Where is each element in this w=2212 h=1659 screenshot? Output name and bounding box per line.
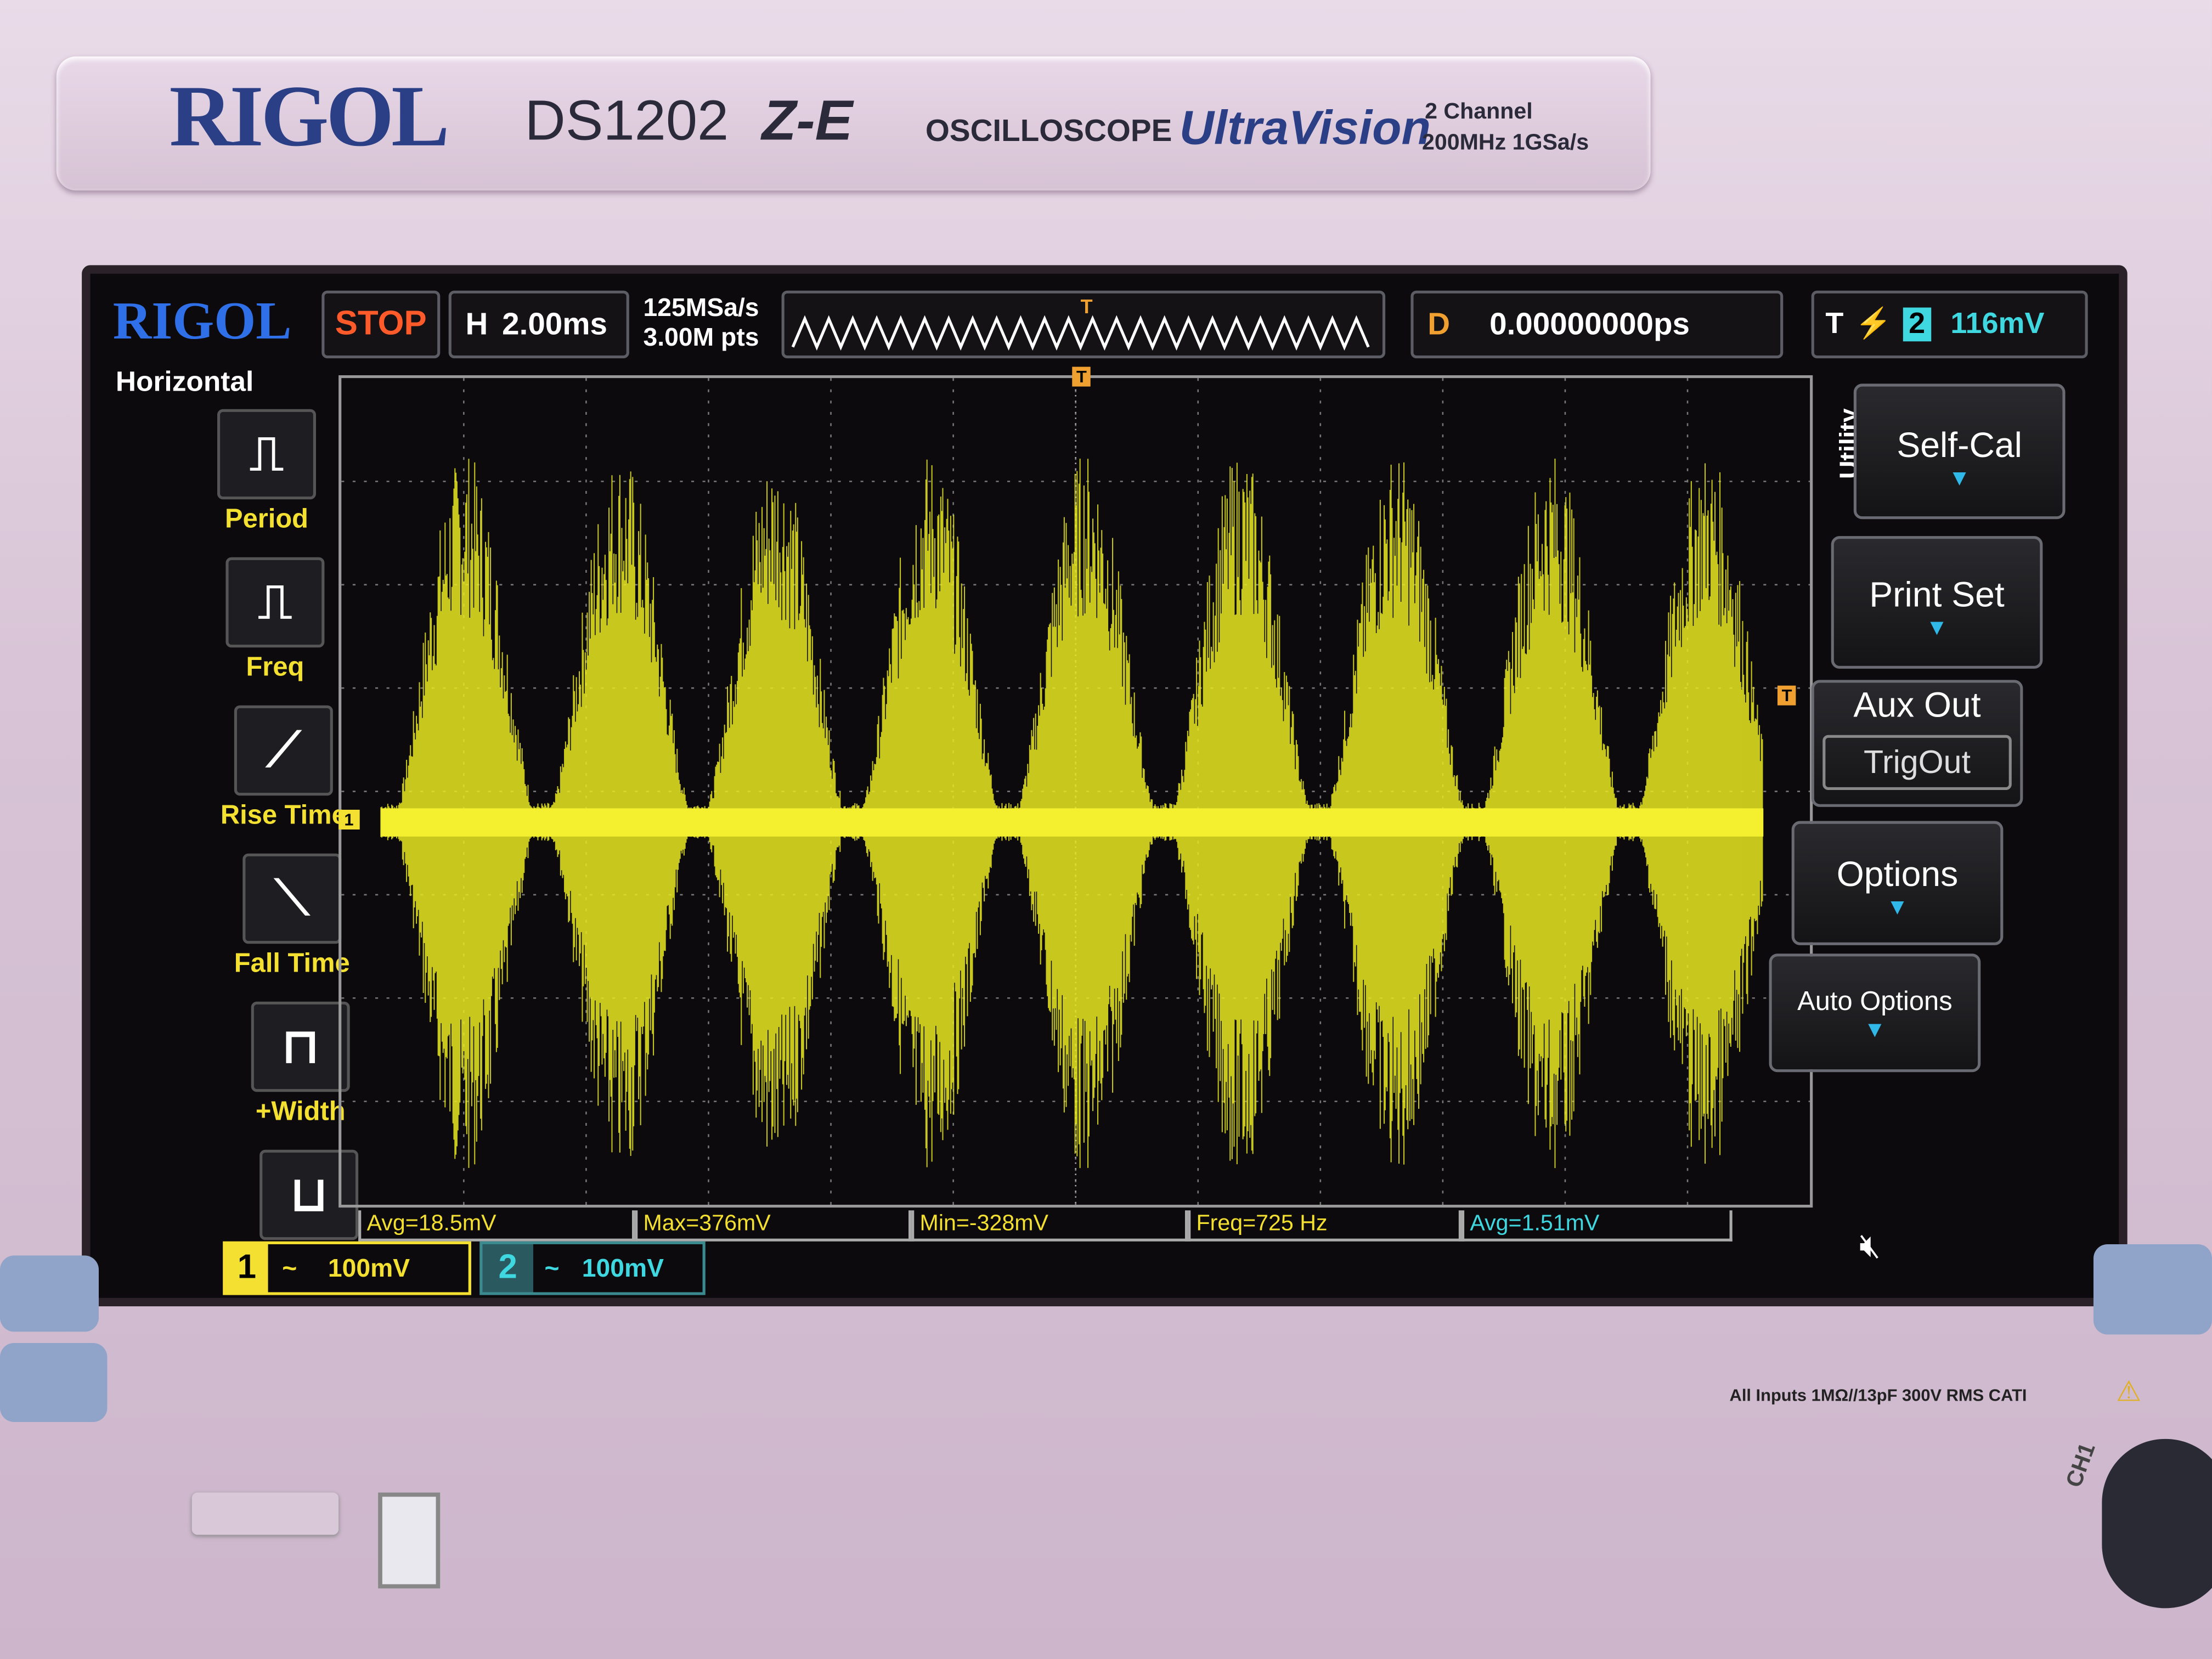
chevron-down-icon: ▼ — [1948, 467, 1971, 491]
specs-label: 200MHz 1GSa/s — [1421, 131, 1589, 155]
channel-2-number: 2 — [498, 1248, 517, 1287]
trigger-level-marker[interactable]: T — [1777, 685, 1797, 706]
aux-out-button[interactable]: Aux Out TrigOut — [1811, 680, 2023, 807]
waveform-grid[interactable] — [338, 375, 1813, 1208]
memory-depth: 3.00M pts — [643, 323, 759, 352]
menu-item-label: Period — [224, 505, 309, 535]
channel-2-coupling-icon: ~ — [544, 1253, 560, 1282]
menu-item-rise-time[interactable]: ⟋ Rise Time — [178, 705, 390, 832]
ch1-offset-marker[interactable]: 1 — [338, 809, 359, 830]
menu-item--width[interactable]: ⊓ +Width — [195, 1001, 407, 1128]
model-name: DS1202 — [524, 90, 729, 153]
menu-item-freq[interactable]: ⎍ Freq — [170, 557, 381, 684]
ch1-waveform-baseline — [381, 808, 1764, 837]
trigger-label: T — [1825, 307, 1844, 340]
right-arrow-button[interactable] — [2093, 1244, 2212, 1335]
menu-item-label: Rise Time — [220, 801, 347, 831]
measurement-ch1-max[interactable]: Max=376mV — [635, 1210, 912, 1242]
brand-logo: RIGOL — [169, 69, 450, 165]
measurement-ch2-avg[interactable]: Avg=1.51mV — [1461, 1210, 1733, 1242]
trigger-edge-icon: ⚡ — [1854, 307, 1892, 340]
measurement-ch1-avg[interactable]: Avg=18.5mV — [358, 1210, 635, 1242]
power-button[interactable] — [191, 1492, 339, 1535]
warning-icon: ⚠ — [2116, 1376, 2142, 1408]
delay-label: D — [1427, 306, 1451, 342]
aux-out-label: Aux Out — [1853, 685, 1981, 725]
menu-item-label: Fall Time — [234, 949, 350, 979]
chevron-down-icon: ▼ — [1864, 1018, 1886, 1043]
print-set-label: Print Set — [1869, 575, 2005, 616]
delay-value: 0.00000000ps — [1489, 306, 1690, 342]
trigger-box[interactable]: T ⚡ 2 116mV — [1811, 290, 2088, 359]
measurement-ch1-min[interactable]: Min=-328mV — [911, 1210, 1188, 1242]
front-panel-bottom: All Inputs 1MΩ//13pF 300V RMS CATI ⚠ CH1 — [0, 1244, 2212, 1659]
product-label: OSCILLOSCOPE — [925, 112, 1172, 148]
channel-1-box[interactable]: 1 ~100mV — [223, 1241, 471, 1295]
options-button[interactable]: Options ▼ — [1791, 821, 2004, 945]
brand-bar: RIGOL DS1202 Z-E OSCILLOSCOPE UltraVisio… — [56, 56, 1651, 191]
print-set-button[interactable]: Print Set ▼ — [1831, 536, 2043, 669]
menu-item-label: +Width — [255, 1097, 346, 1127]
overview-wave: T — [791, 295, 1370, 351]
chevron-down-icon: ▼ — [1886, 895, 1909, 920]
menu-item-fall-time[interactable]: ⟍ Fall Time — [186, 853, 398, 980]
display: RIGOL STOP H 2.00ms 125MSa/s 3.00M pts T D… — [82, 265, 2128, 1307]
channel-1-coupling-icon: ~ — [282, 1253, 297, 1282]
period-icon: ⎍ — [217, 409, 316, 500]
menu-item-label: Freq — [246, 653, 304, 683]
freq-icon: ⎍ — [225, 557, 325, 648]
self-cal-label: Self-Cal — [1897, 426, 2022, 466]
channel-1-scale: 100mV — [328, 1253, 410, 1282]
aux-out-value: TrigOut — [1822, 735, 2012, 790]
sample-rate: 125MSa/s — [643, 293, 759, 322]
timebase-value: 2.00ms — [502, 306, 608, 342]
ch1-input-label: CH1 — [2062, 1440, 2101, 1491]
trigger-position-marker[interactable]: T — [1072, 366, 1091, 387]
ch1-bnc-connector[interactable] — [2102, 1438, 2212, 1609]
waveform-overview[interactable]: T — [781, 290, 1386, 359]
options-label: Options — [1836, 855, 1959, 895]
chevron-down-icon: ▼ — [1926, 616, 1948, 641]
graticule — [341, 378, 1810, 1205]
trigger-level: 116mV — [1950, 307, 2045, 340]
rise-time-icon: ⟋ — [234, 705, 333, 796]
sound-muted-icon[interactable]: 🔇︎ — [1859, 1227, 1881, 1266]
series-logo: UltraVision — [1179, 101, 1431, 155]
neg-width-icon: ⊔ — [259, 1149, 359, 1240]
menu-item-period[interactable]: ⎍ Period — [161, 409, 373, 536]
left-menu-title: Horizontal — [115, 366, 254, 398]
model-suffix: Z-E — [761, 90, 853, 153]
timebase[interactable]: H 2.00ms — [448, 290, 629, 359]
delay-box[interactable]: D 0.00000000ps — [1410, 290, 1784, 359]
pos-width-icon: ⊓ — [251, 1001, 350, 1092]
channel-1-number: 1 — [237, 1248, 257, 1287]
screen-logo: RIGOL — [112, 292, 292, 352]
fall-time-icon: ⟍ — [242, 853, 342, 944]
usb-port[interactable] — [378, 1492, 441, 1589]
overview-trigger-marker: T — [1081, 295, 1093, 318]
timebase-label: H — [465, 306, 488, 342]
input-rating-label: All Inputs 1MΩ//13pF 300V RMS CATI — [1729, 1385, 2027, 1406]
down-arrow-button[interactable] — [0, 1342, 108, 1422]
trigger-source: 2 — [1903, 307, 1931, 342]
auto-options-label: Auto Options — [1797, 987, 1953, 1017]
acquisition-info: 125MSa/s 3.00M pts — [644, 294, 759, 353]
channel-2-scale: 100mV — [582, 1253, 664, 1282]
auto-options-button[interactable]: Auto Options ▼ — [1769, 953, 1981, 1073]
run-stop-status[interactable]: STOP — [321, 290, 441, 359]
measurement-ch1-freq[interactable]: Freq=725 Hz — [1188, 1210, 1462, 1242]
up-arrow-button[interactable] — [0, 1255, 99, 1332]
channel-2-box[interactable]: 2 ~100mV — [479, 1241, 706, 1295]
self-cal-button[interactable]: Self-Cal ▼ — [1853, 383, 2066, 520]
channels-label: 2 Channel — [1425, 100, 1533, 125]
